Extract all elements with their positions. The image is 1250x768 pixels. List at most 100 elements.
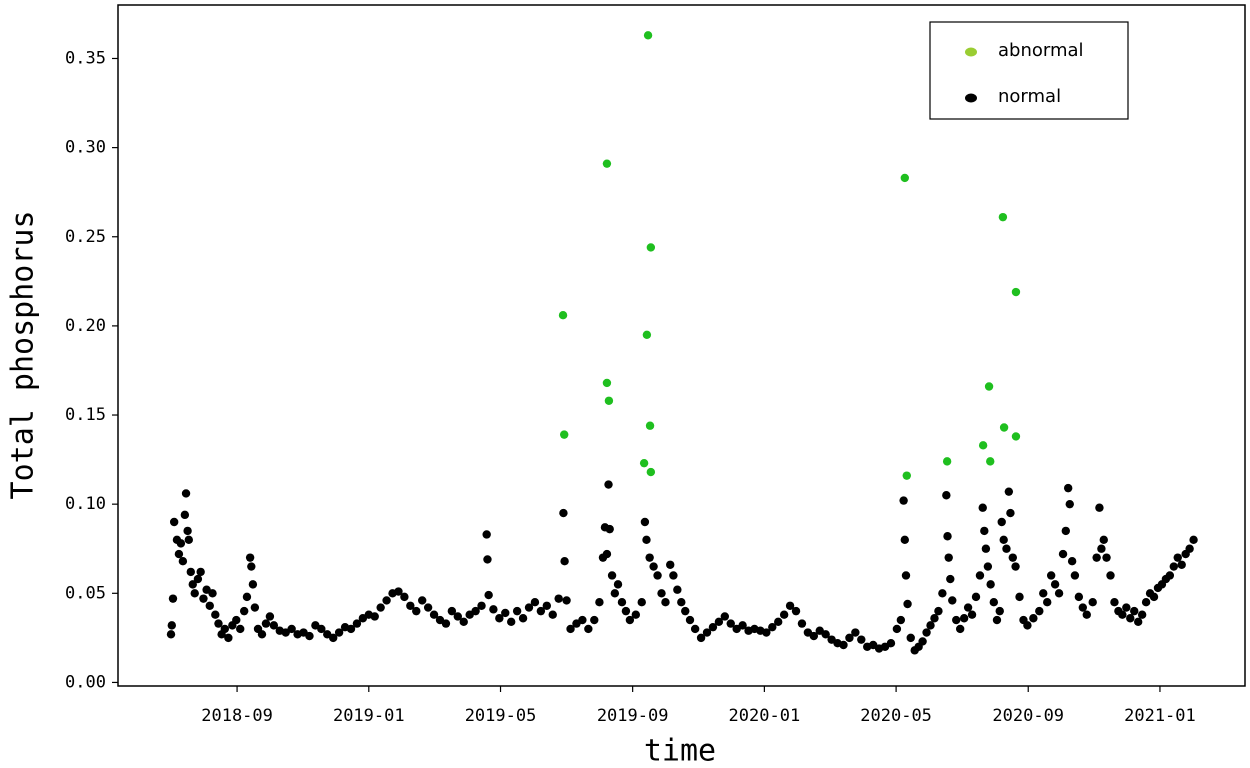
data-point	[220, 624, 230, 634]
data-point	[1043, 598, 1052, 607]
data-point	[559, 508, 568, 518]
data-point	[214, 619, 223, 628]
x-tick-label: 2019-01	[333, 706, 405, 726]
data-point	[1173, 553, 1182, 562]
y-tick-label: 0.35	[65, 48, 106, 68]
data-point	[205, 601, 214, 610]
data-point	[542, 601, 552, 610]
data-point	[1078, 603, 1088, 612]
x-tick-label: 2020-01	[729, 706, 801, 726]
data-point	[548, 610, 557, 619]
data-point	[946, 574, 955, 584]
data-point	[1054, 589, 1064, 598]
data-point	[193, 574, 203, 584]
data-point	[1189, 535, 1198, 545]
data-point	[992, 615, 1002, 625]
data-point	[1050, 580, 1060, 589]
y-tick-label: 0.15	[65, 405, 106, 425]
data-point	[224, 633, 233, 643]
data-point	[447, 606, 457, 616]
data-point	[900, 173, 910, 183]
data-point	[1082, 610, 1091, 619]
data-point	[768, 622, 777, 632]
data-point	[774, 617, 783, 627]
data-point	[190, 589, 199, 598]
data-point	[980, 526, 989, 536]
data-point	[959, 614, 969, 623]
data-point	[1088, 598, 1097, 607]
data-point	[645, 421, 655, 430]
y-tick-label: 0.05	[65, 583, 106, 603]
data-point	[604, 480, 613, 489]
data-point	[610, 589, 620, 598]
data-point	[471, 606, 480, 616]
data-point	[394, 587, 403, 596]
data-point	[983, 562, 993, 571]
data-point	[708, 622, 718, 632]
data-point	[507, 617, 516, 627]
data-point	[645, 553, 654, 562]
data-point	[762, 628, 771, 637]
data-point	[720, 612, 730, 621]
legend-label: normal	[998, 86, 1061, 107]
data-point	[211, 610, 220, 619]
data-point	[607, 571, 617, 580]
data-point	[590, 615, 599, 625]
data-point	[886, 639, 896, 648]
data-point	[821, 630, 830, 639]
data-point	[483, 555, 492, 564]
data-point	[690, 624, 700, 634]
y-tick-label: 0.10	[65, 494, 106, 514]
data-point	[661, 598, 670, 607]
data-point	[642, 330, 652, 340]
data-point	[346, 624, 356, 634]
data-point	[1126, 614, 1135, 623]
data-point	[181, 489, 191, 498]
x-axis-label: time	[644, 734, 716, 768]
data-point	[631, 610, 641, 619]
data-point	[248, 580, 258, 589]
data-point	[997, 517, 1006, 527]
data-point	[602, 378, 612, 388]
data-point	[199, 594, 208, 603]
data-point	[981, 544, 991, 553]
data-point	[714, 617, 724, 627]
data-point	[1029, 614, 1038, 623]
data-point	[918, 637, 927, 646]
data-point	[942, 457, 952, 466]
data-point	[1035, 606, 1044, 616]
data-point	[265, 612, 275, 621]
data-point	[934, 606, 943, 616]
data-point	[1011, 287, 1021, 297]
data-point	[1039, 589, 1048, 598]
data-point	[930, 614, 939, 623]
data-point	[1169, 562, 1178, 571]
data-point	[453, 612, 463, 621]
y-tick-label: 0.20	[65, 316, 106, 336]
data-point	[1070, 571, 1080, 580]
data-point	[495, 614, 504, 623]
data-point	[518, 614, 528, 623]
data-point	[334, 628, 344, 637]
data-point	[595, 598, 604, 607]
data-point	[926, 621, 935, 630]
y-tick-label: 0.25	[65, 227, 106, 247]
data-point	[417, 596, 427, 605]
data-point	[643, 31, 653, 40]
data-point	[640, 517, 650, 527]
data-point	[459, 617, 468, 627]
data-point	[978, 441, 988, 450]
data-point	[677, 598, 686, 607]
data-point	[560, 430, 569, 439]
data-point	[566, 624, 575, 634]
data-point	[702, 628, 712, 637]
data-point	[839, 640, 848, 650]
data-point	[250, 603, 260, 612]
data-point	[180, 510, 190, 520]
x-tick-label: 2021-01	[1124, 706, 1196, 726]
data-point	[536, 606, 546, 616]
data-point	[178, 557, 188, 566]
data-point	[1092, 553, 1101, 562]
